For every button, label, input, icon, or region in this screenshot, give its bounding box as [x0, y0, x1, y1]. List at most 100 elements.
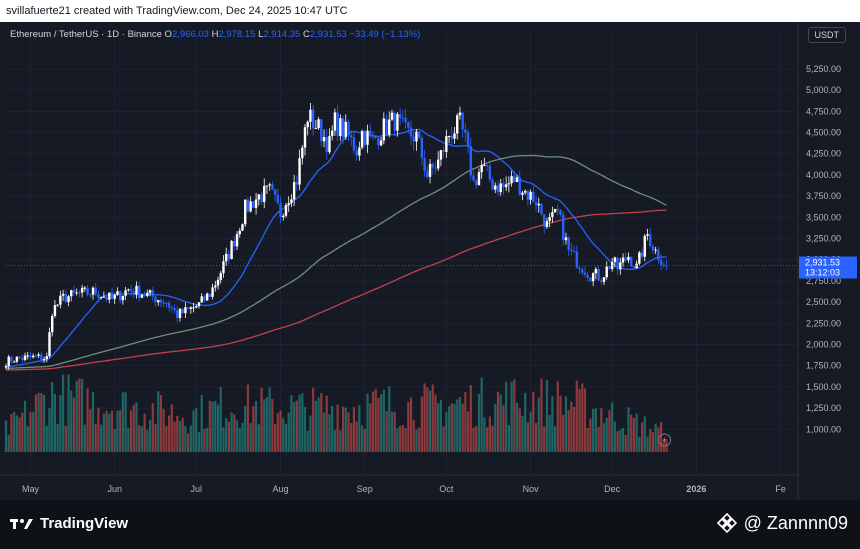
volume-bar — [418, 427, 421, 452]
candle — [287, 196, 290, 212]
candle-body — [108, 292, 111, 300]
candle — [635, 260, 638, 269]
last-price-tag — [799, 256, 857, 279]
volume-bar — [129, 410, 133, 452]
candle-body — [347, 121, 350, 136]
candle-body — [537, 203, 540, 206]
volume-bar — [371, 391, 375, 452]
volume-bar — [627, 407, 630, 452]
candle — [89, 293, 92, 298]
candle — [431, 162, 434, 175]
volume-bar — [238, 428, 241, 452]
volume-bar — [116, 410, 119, 452]
volume-bar — [619, 429, 622, 452]
candle-body — [235, 234, 239, 247]
candle — [216, 276, 220, 290]
candle — [456, 113, 459, 140]
price-chart[interactable]: 5,250.00 5,000.00 4,750.00 4,500.00 4,250.00… — [0, 22, 860, 500]
candle — [211, 283, 214, 300]
candle-body — [97, 294, 100, 298]
volume-bar — [573, 406, 576, 452]
candle-body — [195, 306, 198, 308]
candle — [382, 112, 386, 145]
candle — [4, 363, 8, 370]
price-tick-label: 3,750.00 — [806, 191, 841, 201]
volume-bar — [42, 394, 46, 452]
volume-bar — [486, 427, 489, 452]
volume-bar — [638, 436, 641, 452]
volume-bar — [197, 432, 201, 452]
candle-body — [192, 307, 195, 309]
volume-bar — [244, 406, 247, 452]
candle — [445, 129, 448, 159]
candle-body — [61, 293, 65, 296]
candle-body — [311, 109, 315, 129]
candle-body — [214, 285, 217, 288]
volume-bar — [352, 407, 356, 452]
candle — [553, 208, 557, 213]
volume-bar — [420, 396, 423, 452]
volume-bar — [151, 403, 154, 452]
candle-body — [629, 256, 633, 267]
volume-bar — [393, 411, 396, 452]
volume-bar — [630, 414, 633, 452]
candle — [244, 199, 247, 227]
candle — [496, 180, 500, 197]
candle — [556, 204, 559, 216]
candle — [61, 289, 65, 301]
candle-body — [309, 109, 312, 122]
candle — [461, 112, 464, 138]
candle — [581, 266, 584, 276]
candle — [632, 265, 636, 269]
candle — [436, 151, 440, 172]
volume-bar — [45, 425, 48, 452]
candle-body — [646, 234, 649, 236]
candle — [311, 104, 315, 136]
candle-body — [143, 294, 146, 296]
binance-diamond-icon — [716, 512, 737, 534]
candle-body — [303, 127, 307, 148]
ohlc-high: 2,978.15 — [218, 29, 256, 40]
volume-bar — [154, 424, 157, 452]
volume-bar — [7, 434, 10, 452]
candle-body — [477, 172, 481, 186]
volume-bar — [200, 394, 203, 452]
candle — [330, 125, 334, 141]
candle-body — [233, 241, 236, 247]
chart-frame: 5,250.00 5,000.00 4,750.00 4,500.00 4,250.00… — [0, 22, 860, 500]
candle-body — [186, 307, 190, 309]
candle — [646, 228, 649, 241]
volume-bar — [445, 411, 448, 452]
price-tick-label: 4,000.00 — [806, 170, 841, 180]
candle-body — [83, 287, 87, 289]
candle-body — [129, 289, 133, 292]
volume-bar — [113, 428, 116, 452]
candle — [548, 213, 551, 228]
candle-body — [627, 256, 630, 261]
volume-bar — [146, 429, 149, 452]
volume-bar — [83, 424, 86, 452]
volume-bar — [548, 414, 551, 452]
candle — [662, 262, 666, 268]
candle — [651, 244, 655, 254]
candle-body — [67, 296, 70, 303]
volume-bar — [268, 387, 271, 452]
volume-bar — [105, 410, 108, 452]
candle — [341, 115, 345, 144]
candle-body — [176, 310, 179, 319]
candle — [273, 188, 277, 201]
candle-body — [355, 150, 358, 156]
candle — [241, 223, 244, 232]
candle-body — [34, 355, 38, 357]
volume-bar — [78, 378, 81, 452]
candle — [466, 129, 470, 153]
currency-button[interactable]: USDT — [807, 27, 846, 43]
volume-bar — [649, 429, 652, 452]
volume-bar — [529, 411, 532, 452]
candle — [124, 286, 127, 300]
volume-bar — [167, 415, 171, 452]
candle-body — [360, 131, 364, 148]
candle-body — [643, 235, 646, 257]
candle — [515, 174, 519, 183]
candle — [263, 178, 266, 209]
